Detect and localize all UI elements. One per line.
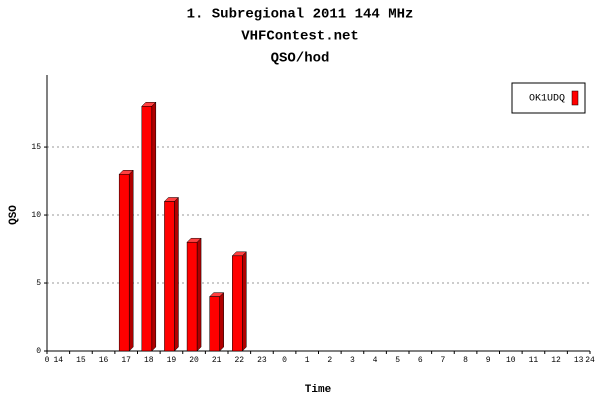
x-tick-label: 18 xyxy=(144,356,154,365)
legend-label: OK1UDQ xyxy=(529,94,565,105)
x-tick-label: 19 xyxy=(167,356,177,365)
x-tick-label: 22 xyxy=(235,356,245,365)
bar-side xyxy=(128,169,134,352)
legend-swatch xyxy=(571,90,579,106)
x-tick-label: 21 xyxy=(212,356,222,365)
x-tick-label: 9 xyxy=(486,356,491,365)
x-tick-label: 0 xyxy=(45,356,50,365)
bar xyxy=(232,255,243,352)
x-tick-label: 13 xyxy=(574,356,584,365)
chart-subtitle: VHFContest.net xyxy=(241,29,359,45)
bar xyxy=(209,296,220,352)
y-tick-label: 5 xyxy=(36,279,41,288)
x-tick-label: 8 xyxy=(463,356,468,365)
x-tick-label: 1 xyxy=(305,356,310,365)
x-tick-label: 14 xyxy=(54,356,64,365)
y-tick-label: 0 xyxy=(36,347,41,356)
y-tick-label: 10 xyxy=(31,211,41,220)
bar xyxy=(186,241,198,352)
bar-side xyxy=(219,292,224,352)
chart-title: 1. Subregional 2011 144 MHz xyxy=(187,7,414,23)
x-tick-label: 0 xyxy=(282,356,287,365)
y-tick-label: 15 xyxy=(31,143,41,152)
x-tick-label: 12 xyxy=(551,356,561,365)
bar-side xyxy=(196,237,202,352)
x-tick-label: 24 xyxy=(585,356,595,365)
x-tick-label: 7 xyxy=(441,356,446,365)
bar xyxy=(164,201,175,352)
x-axis-label: Time xyxy=(305,384,332,396)
x-tick-label: 2 xyxy=(327,356,332,365)
x-tick-label: 4 xyxy=(373,356,378,365)
bar xyxy=(141,106,153,352)
x-tick-label: 20 xyxy=(189,356,199,365)
x-tick-label: 11 xyxy=(529,356,539,365)
x-tick-label: 15 xyxy=(76,356,86,365)
y-axis-label: QSO xyxy=(8,205,20,225)
x-tick-label: 5 xyxy=(395,356,400,365)
x-tick-label: 10 xyxy=(506,356,516,365)
x-tick-label: 23 xyxy=(257,356,267,365)
bar xyxy=(118,174,130,352)
bar-side xyxy=(242,251,247,352)
x-tick-label: 3 xyxy=(350,356,355,365)
x-tick-label: 16 xyxy=(99,356,109,365)
x-tick-label: 6 xyxy=(418,356,423,365)
bar-side xyxy=(174,196,179,352)
x-tick-label: 17 xyxy=(121,356,131,365)
chart-subtitle: QSO/hod xyxy=(271,51,330,67)
bar-side xyxy=(151,101,157,352)
